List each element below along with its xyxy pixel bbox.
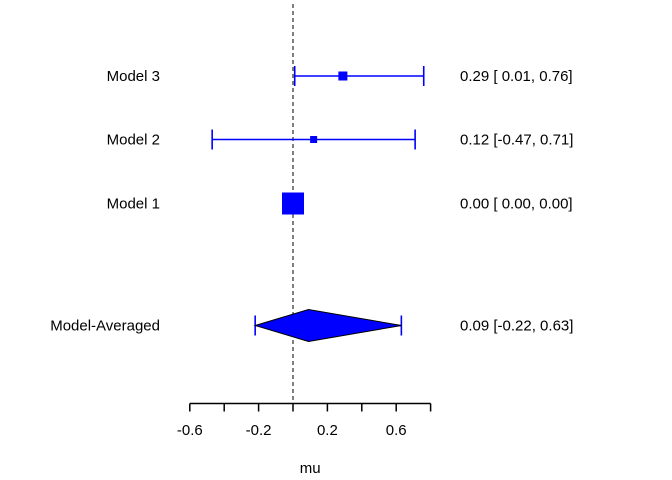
row-estimate-annotation: 0.09 [-0.22, 0.63]	[460, 318, 573, 335]
row-estimate-annotation: 0.00 [ 0.00, 0.00]	[460, 196, 573, 213]
x-axis-tick-label: -0.6	[177, 422, 203, 439]
row-label: Model 2	[107, 132, 160, 149]
row-estimate-annotation: 0.12 [-0.47, 0.71]	[460, 132, 573, 149]
row-label: Model 3	[107, 68, 160, 85]
row-estimate-annotation: 0.29 [ 0.01, 0.76]	[460, 68, 573, 85]
x-axis-tick-label: -0.2	[246, 422, 272, 439]
summary-diamond	[253, 308, 402, 343]
x-axis-title: mu	[300, 460, 321, 477]
row-label: Model 1	[107, 196, 160, 213]
estimate-square-marker	[282, 192, 304, 215]
estimate-square-marker	[338, 71, 348, 81]
x-axis-tick-label: 0.6	[386, 422, 407, 439]
x-axis-tick-label: 0.2	[317, 422, 338, 439]
row-label: Model-Averaged	[50, 318, 160, 335]
estimate-square-marker	[310, 136, 318, 143]
